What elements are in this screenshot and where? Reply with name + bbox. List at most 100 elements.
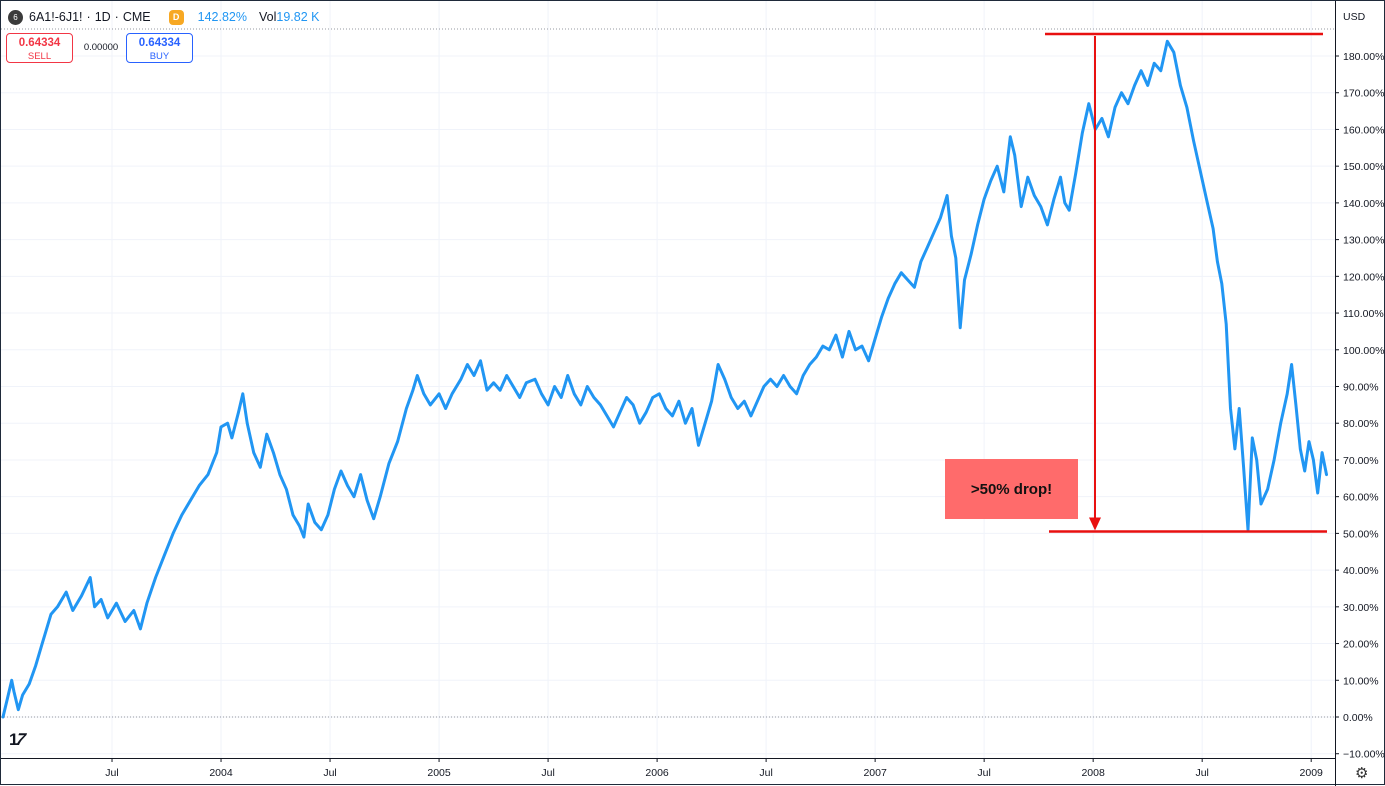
data-point — [802, 374, 804, 377]
grid-layer — [1, 1, 1335, 758]
data-point — [412, 389, 414, 391]
data-point — [1199, 169, 1201, 171]
data-point — [231, 437, 233, 439]
data-point — [776, 385, 778, 388]
data-point — [632, 404, 634, 406]
data-point — [1059, 176, 1062, 178]
data-point — [50, 613, 52, 615]
data-point — [17, 709, 19, 711]
buy-price: 0.64334 — [138, 37, 181, 49]
data-point — [933, 231, 935, 233]
data-point — [1212, 227, 1214, 230]
data-point — [730, 396, 732, 399]
data-point — [298, 525, 301, 527]
data-point — [35, 664, 37, 667]
data-point — [366, 499, 368, 501]
data-point — [1234, 448, 1236, 450]
data-point — [1290, 363, 1293, 366]
y-tick-label: 100.00% — [1343, 345, 1384, 357]
data-point — [913, 286, 915, 288]
annotation-text: >50% drop! — [970, 480, 1053, 498]
data-point — [519, 396, 521, 399]
data-point — [272, 452, 274, 454]
data-point — [172, 532, 174, 534]
data-point — [89, 576, 91, 579]
data-point — [253, 452, 255, 454]
data-point — [333, 488, 336, 490]
currency-label[interactable]: USD — [1343, 11, 1366, 23]
data-point — [340, 470, 342, 472]
x-tick-label: Jul — [105, 767, 118, 779]
data-point — [405, 407, 407, 410]
x-tick-label: 2008 — [1081, 767, 1105, 779]
x-tick-label: Jul — [541, 767, 554, 779]
d-badge-icon[interactable]: D — [168, 9, 184, 25]
data-point — [678, 400, 680, 402]
sell-price: 0.64334 — [18, 37, 61, 49]
data-point — [1127, 103, 1129, 105]
data-point — [547, 404, 549, 406]
data-point — [1088, 103, 1090, 105]
data-point — [423, 393, 425, 395]
x-tick-label: 2005 — [427, 767, 451, 779]
x-tick-label: Jul — [1195, 767, 1208, 779]
data-point — [835, 334, 837, 336]
gear-icon[interactable]: ⚙ — [1355, 765, 1369, 782]
data-point — [1107, 136, 1110, 138]
data-point — [900, 272, 902, 274]
data-point — [80, 595, 83, 597]
data-point — [445, 407, 447, 410]
data-point — [970, 253, 972, 255]
data-point — [874, 338, 876, 340]
data-point — [1027, 176, 1029, 178]
data-point — [1173, 51, 1175, 53]
chart-header: 6 6A1!-6J1! · 1D · CME D 142.82% Vol 19.… — [1, 7, 319, 27]
series-layer — [1, 39, 1328, 719]
tradingview-logo[interactable]: 17 — [9, 730, 28, 749]
data-point — [107, 617, 109, 619]
symbol-icon[interactable]: 6 — [8, 9, 23, 25]
data-point — [56, 606, 59, 608]
data-point — [697, 444, 700, 446]
data-point — [1299, 448, 1301, 450]
data-point — [983, 198, 985, 200]
y-tick-label: 80.00% — [1343, 418, 1379, 430]
data-point — [492, 382, 495, 384]
data-point — [867, 360, 870, 362]
annotation-box: >50% drop! — [945, 459, 1078, 519]
data-point — [460, 378, 462, 380]
data-point — [198, 485, 200, 487]
data-point — [115, 602, 117, 604]
data-point — [307, 503, 309, 505]
data-point — [1147, 84, 1149, 86]
data-point — [259, 466, 261, 468]
data-point — [920, 261, 922, 263]
symbol-name[interactable]: 6A1!-6J1! — [29, 10, 83, 24]
data-point — [769, 378, 772, 380]
data-point — [1040, 205, 1042, 208]
data-point — [567, 374, 569, 377]
data-point — [181, 514, 183, 516]
data-point — [796, 393, 798, 395]
buy-button[interactable]: 0.64334 BUY — [126, 33, 193, 63]
y-tick-label: 30.00% — [1343, 602, 1379, 614]
data-point — [163, 554, 165, 557]
data-point — [429, 404, 431, 406]
data-point — [438, 393, 440, 395]
data-point — [1225, 323, 1227, 325]
data-point — [560, 396, 562, 399]
interval-label[interactable]: 1D — [94, 10, 111, 24]
data-point — [652, 396, 654, 399]
data-point — [1192, 139, 1195, 142]
y-tick-label: 0.00% — [1343, 712, 1373, 724]
y-tick-label: 10.00% — [1343, 675, 1379, 687]
data-point — [625, 396, 628, 399]
data-point — [1020, 205, 1022, 208]
sell-button[interactable]: 0.64334 SELL — [6, 33, 73, 63]
data-point — [990, 180, 992, 182]
y-tick-label: 60.00% — [1343, 492, 1379, 504]
data-point — [955, 257, 957, 259]
data-point — [717, 363, 719, 366]
data-point — [848, 330, 850, 333]
